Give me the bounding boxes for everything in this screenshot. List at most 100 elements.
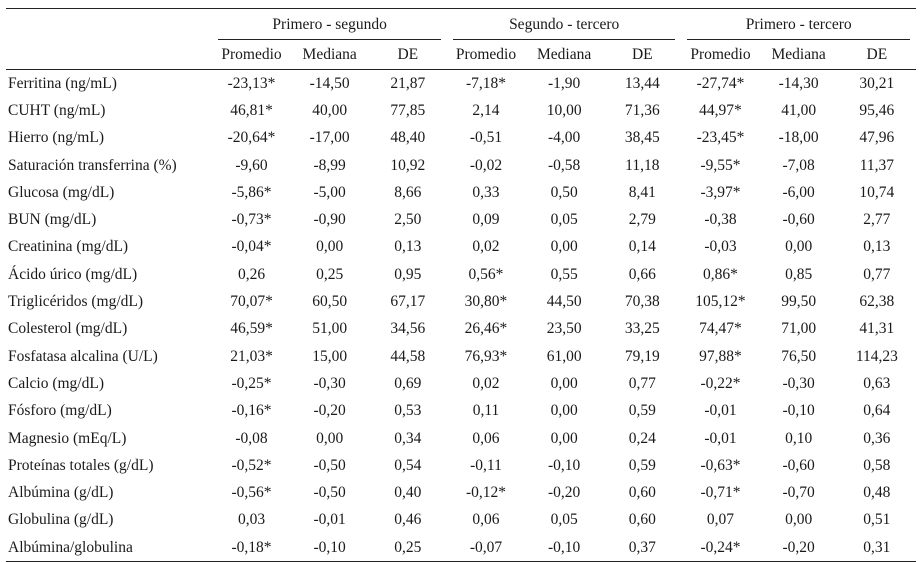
table-cell: 0,13 [863, 238, 891, 256]
group-header-label: Primero - segundo [272, 15, 387, 33]
table-cell: 0,36 [863, 429, 891, 447]
row-label: Albúmina (g/dL) [8, 484, 114, 502]
table-cell: -0,50 [313, 484, 346, 502]
table-cell: 38,45 [624, 129, 660, 147]
data-table-container: Primero - segundo Segundo - tercero Prim… [6, 8, 916, 562]
table-row: Triglicéridos (mg/dL) 70,07* 60,50 67,17 30,… [6, 288, 916, 315]
table-cell: -0,25* [231, 374, 272, 392]
table-cell: 0,46 [394, 511, 422, 529]
table-cell: -0,03 [704, 238, 737, 256]
table-cell: 2,50 [394, 211, 422, 229]
table-row: Glucosa (mg/dL) -5,86* -5,00 8,66 0,33 0,50 8,… [6, 179, 916, 206]
table-cell: 0,25 [316, 265, 344, 283]
table-cell: -0,30 [782, 374, 815, 392]
table-row: Ferritina (ng/mL) -23,13* -14,50 21,87 -7,18… [6, 70, 916, 98]
group-header-primero-tercero: Primero - tercero [681, 8, 916, 40]
table-row: Colesterol (mg/dL) 46,59* 51,00 34,56 26,46*… [6, 316, 916, 343]
table-cell: 0,06 [472, 429, 500, 447]
table-cell: 0,11 [472, 402, 500, 420]
table-cell: 0,10 [785, 429, 813, 447]
table-cell: -0,50 [313, 456, 346, 474]
table-cell: -5,86* [231, 183, 272, 201]
table-cell: 0,55 [550, 265, 578, 283]
group-header-row: Primero - segundo Segundo - tercero Prim… [6, 8, 916, 40]
table-cell: 0,25 [368, 534, 447, 562]
table-cell: -6,00 [782, 183, 815, 201]
table-cell: 0,33 [472, 183, 500, 201]
table-cell: -0,07 [446, 534, 526, 562]
row-label: Fósforo (mg/dL) [8, 402, 112, 420]
table-cell: -14,50 [309, 74, 350, 92]
table-cell: -23,45* [696, 129, 745, 147]
table-cell: 95,46 [859, 101, 895, 119]
table-cell: 62,38 [859, 293, 895, 311]
table-cell: 0,05 [550, 511, 578, 529]
table-cell: 44,58 [390, 347, 426, 365]
table-row: Albúmina/globulina -0,18* -0,10 0,25 -0,07 -0… [6, 534, 916, 562]
table-cell: 99,50 [781, 293, 817, 311]
row-label: Colesterol (mg/dL) [8, 320, 128, 338]
table-cell: 0,00 [316, 429, 344, 447]
column-header: Mediana [290, 40, 369, 70]
table-cell: -0,71* [700, 484, 741, 502]
table-cell: 0,60 [628, 511, 656, 529]
table-cell: 76,50 [781, 347, 817, 365]
table-cell: -0,60 [782, 211, 815, 229]
row-label: Ferritina (ng/mL) [8, 74, 117, 92]
table-cell: -0,60 [782, 456, 815, 474]
table-cell: -20,64* [227, 129, 276, 147]
table-cell: 60,50 [312, 293, 348, 311]
table-row: Magnesio (mEq/L) -0,08 0,00 0,34 0,06 0,00 0,2… [6, 425, 916, 452]
table-row: CUHT (ng/mL) 46,81* 40,00 77,85 2,14 10,00 71,… [6, 97, 916, 124]
table-row: Saturación transferrina (%) -9,60 -8,99 10,… [6, 152, 916, 179]
table-cell: 114,23 [855, 347, 898, 365]
table-cell: 0,00 [550, 402, 578, 420]
table-cell: 0,00 [550, 238, 578, 256]
table-cell: 0,07 [706, 511, 735, 529]
table-cell: -0,90 [313, 211, 346, 229]
table-cell: -14,30 [778, 74, 819, 92]
table-cell: 0,95 [394, 265, 422, 283]
table-cell: -23,13* [227, 74, 276, 92]
table-cell: -0,10 [547, 456, 581, 474]
column-header: DE [368, 40, 447, 70]
table-cell: 10,92 [390, 156, 426, 174]
table-cell: -0,58 [547, 156, 581, 174]
table-cell: 97,88* [699, 347, 742, 365]
table-cell: -0,12* [465, 484, 506, 502]
table-cell: 0,14 [628, 238, 656, 256]
column-header: Promedio [681, 40, 760, 70]
table-cell: 0,69 [394, 374, 422, 392]
table-cell: -0,22* [700, 374, 741, 392]
table-cell: 51,00 [312, 320, 348, 338]
table-cell: 0,54 [394, 456, 422, 474]
row-label: Triglicéridos (mg/dL) [8, 293, 144, 311]
table-cell: 61,00 [546, 347, 582, 365]
row-label: Saturación transferrina (%) [8, 156, 177, 174]
table-cell: -17,00 [309, 129, 350, 147]
table-row: Creatinina (mg/dL) -0,04* 0,00 0,13 0,02 0,00… [6, 234, 916, 261]
corner-cell [6, 8, 213, 40]
group-header-segundo-tercero: Segundo - tercero [446, 8, 682, 40]
row-label: Albúmina/globulina [6, 534, 213, 562]
table-row: Calcio (mg/dL) -0,25* -0,30 0,69 0,02 0,00 0,7… [6, 370, 916, 397]
table-cell: -0,20 [313, 402, 346, 420]
row-label: BUN (mg/dL) [8, 211, 97, 229]
table-cell: -0,10 [290, 534, 369, 562]
table-cell: 0,58 [863, 456, 891, 474]
table-cell: 0,03 [237, 511, 266, 529]
data-table: Primero - segundo Segundo - tercero Prim… [6, 8, 916, 562]
table-cell: 0,63 [863, 374, 891, 392]
column-header-blank [6, 40, 213, 70]
table-cell: 71,36 [624, 101, 660, 119]
table-cell: -9,60 [235, 156, 268, 174]
table-cell: 0,66 [628, 265, 656, 283]
table-cell: 44,97* [699, 101, 742, 119]
column-header: DE [603, 40, 682, 70]
table-cell: -0,51 [469, 129, 503, 147]
table-cell: 41,00 [781, 101, 817, 119]
table-cell: 0,31 [837, 534, 916, 562]
column-header: DE [837, 40, 916, 70]
table-cell: -18,00 [778, 129, 819, 147]
table-cell: 0,59 [628, 402, 656, 420]
